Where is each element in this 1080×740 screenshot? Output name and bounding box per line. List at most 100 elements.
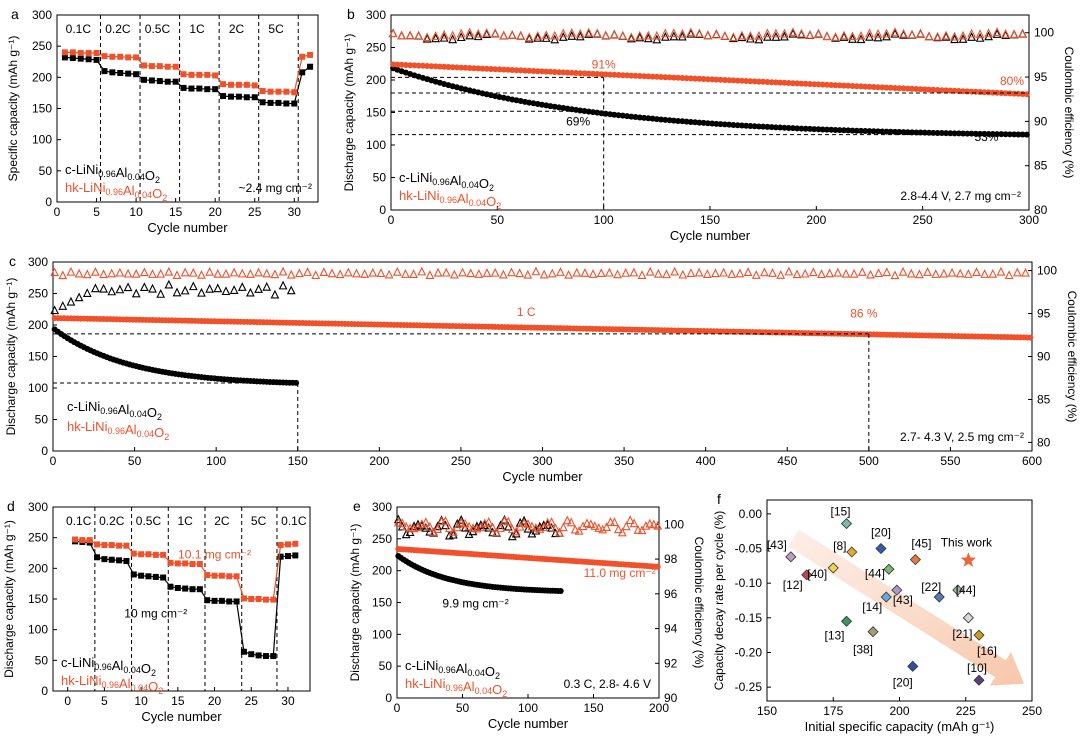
ce-point bbox=[533, 30, 543, 40]
ce-point bbox=[555, 527, 564, 537]
ce-point bbox=[719, 267, 729, 277]
ce-point bbox=[784, 266, 794, 276]
reference-label: [44] bbox=[956, 583, 976, 597]
ce-point bbox=[669, 28, 679, 37]
data-point bbox=[204, 71, 211, 78]
x-tick-label: 150 bbox=[288, 454, 308, 468]
discharge-point bbox=[615, 72, 622, 78]
discharge-point bbox=[836, 82, 843, 89]
ce-point bbox=[429, 527, 439, 536]
literature-point bbox=[907, 660, 919, 672]
discharge-point bbox=[462, 64, 469, 71]
ce-point bbox=[417, 266, 427, 276]
ce-point bbox=[572, 267, 582, 277]
discharge-point bbox=[734, 77, 741, 84]
ce-point bbox=[397, 30, 407, 40]
legend-hk-formula: hk-LiNi0.96Al0.04O2 bbox=[399, 188, 501, 211]
this-work-label: This work bbox=[941, 535, 993, 549]
ce-point bbox=[58, 270, 68, 280]
data-point bbox=[174, 560, 181, 567]
formula-subscript: 0.96 bbox=[445, 683, 463, 693]
discharge-point bbox=[909, 85, 916, 92]
ce-point bbox=[955, 268, 965, 278]
ce-point bbox=[492, 527, 501, 537]
formula-subscript: 2 bbox=[164, 432, 169, 442]
ce-point bbox=[566, 517, 576, 527]
formula-subscript: 2 bbox=[157, 412, 162, 422]
discharge-point bbox=[785, 80, 792, 86]
data-point bbox=[116, 557, 123, 564]
discharge-point bbox=[394, 61, 401, 68]
ce-point bbox=[456, 517, 466, 527]
ce-point bbox=[229, 285, 239, 294]
discharge-point bbox=[904, 85, 911, 92]
ce-point bbox=[327, 268, 337, 278]
discharge-point bbox=[1011, 90, 1018, 97]
x-axis-label: Cycle number bbox=[147, 220, 228, 235]
plot-frame bbox=[52, 261, 1033, 452]
ce-point bbox=[703, 30, 713, 40]
discharge-point bbox=[730, 121, 737, 128]
ce-point bbox=[808, 267, 818, 277]
annotation: 10.1 mg cm⁻² bbox=[178, 548, 251, 562]
ce-point bbox=[180, 267, 190, 277]
discharge-point bbox=[972, 130, 979, 137]
ce-point bbox=[74, 292, 84, 302]
formula-text: c-LiNi bbox=[61, 655, 94, 670]
data-point bbox=[212, 72, 219, 79]
ce-point bbox=[743, 267, 753, 277]
data-point bbox=[130, 550, 137, 557]
data-point bbox=[220, 93, 227, 100]
literature-point bbox=[840, 615, 853, 627]
ce-point bbox=[496, 520, 505, 530]
ce-point bbox=[262, 281, 272, 291]
ce-point bbox=[139, 267, 149, 277]
discharge-point bbox=[458, 64, 465, 71]
discharge-point bbox=[883, 128, 890, 135]
discharge-point bbox=[645, 73, 652, 80]
discharge-point bbox=[777, 124, 784, 131]
ce-point bbox=[254, 284, 263, 293]
discharge-point bbox=[449, 64, 456, 71]
data-point bbox=[218, 572, 225, 579]
discharge-point bbox=[930, 86, 937, 93]
y-tick-label: 150 bbox=[28, 350, 48, 364]
discharge-point bbox=[470, 65, 477, 72]
ce-point bbox=[958, 30, 968, 40]
formula-text: Al bbox=[463, 679, 475, 694]
y-tick-label: 0 bbox=[379, 203, 386, 217]
discharge-point bbox=[806, 81, 813, 87]
data-point bbox=[189, 561, 196, 568]
ce-point bbox=[621, 521, 631, 531]
ce-point bbox=[564, 269, 573, 279]
discharge-point bbox=[857, 127, 864, 134]
data-point bbox=[130, 571, 137, 578]
y-tick-label: 50 bbox=[39, 164, 53, 178]
data-point bbox=[108, 542, 115, 549]
formula-subscript: 0.96 bbox=[438, 665, 456, 675]
x-tick-label: 550 bbox=[940, 454, 960, 468]
data-point bbox=[156, 63, 163, 70]
discharge-point bbox=[909, 129, 916, 136]
discharge-point bbox=[734, 122, 741, 129]
ce-point bbox=[839, 30, 849, 40]
x-tick-label: 100 bbox=[518, 701, 538, 715]
ce-point bbox=[1001, 28, 1010, 38]
discharge-point bbox=[900, 129, 907, 136]
ce-point bbox=[484, 517, 494, 526]
x-tick-label: 250 bbox=[451, 454, 471, 468]
discharge-point bbox=[917, 86, 924, 93]
discharge-point bbox=[802, 80, 809, 87]
formula-text: c-LiNi bbox=[405, 658, 438, 673]
ce-point bbox=[751, 270, 761, 279]
ce-point bbox=[898, 266, 908, 276]
rate-label: 0.2C bbox=[99, 514, 125, 528]
ce-point bbox=[570, 524, 580, 534]
discharge-point bbox=[1027, 334, 1034, 341]
rate-label: 2C bbox=[229, 22, 245, 36]
discharge-point bbox=[985, 130, 992, 137]
data-point bbox=[101, 556, 108, 563]
ce-point bbox=[841, 268, 851, 278]
formula-subscript: 2 bbox=[495, 671, 500, 681]
ce-point bbox=[401, 269, 410, 278]
